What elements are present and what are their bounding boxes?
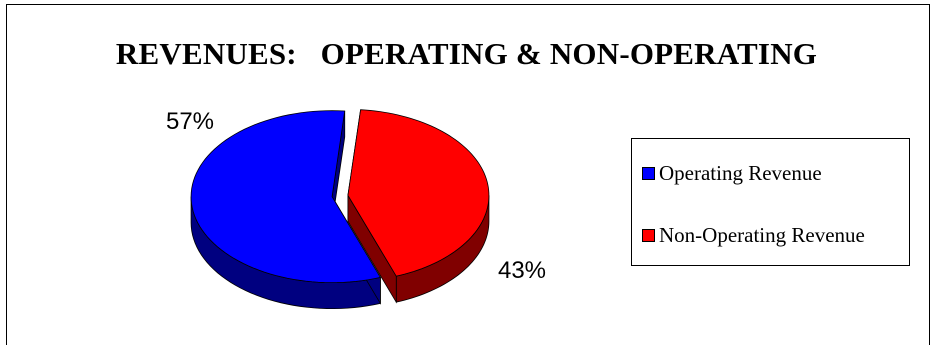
pie-slice-0	[190, 110, 382, 284]
legend-item-operating: Operating Revenue	[642, 161, 822, 186]
legend-swatch-non-operating	[642, 229, 655, 242]
chart-title: REVENUES: OPERATING & NON-OPERATING	[115, 36, 818, 71]
legend-item-non-operating: Non-Operating Revenue	[642, 223, 865, 248]
pie-slice-1	[347, 109, 490, 277]
pie-label-1: 43%	[498, 257, 546, 284]
legend: Operating Revenue Non-Operating Revenue	[631, 138, 910, 266]
legend-label-non-operating: Non-Operating Revenue	[659, 223, 865, 247]
legend-label-operating: Operating Revenue	[659, 161, 822, 185]
legend-swatch-operating	[642, 167, 655, 180]
pie-label-0: 57%	[166, 108, 214, 135]
